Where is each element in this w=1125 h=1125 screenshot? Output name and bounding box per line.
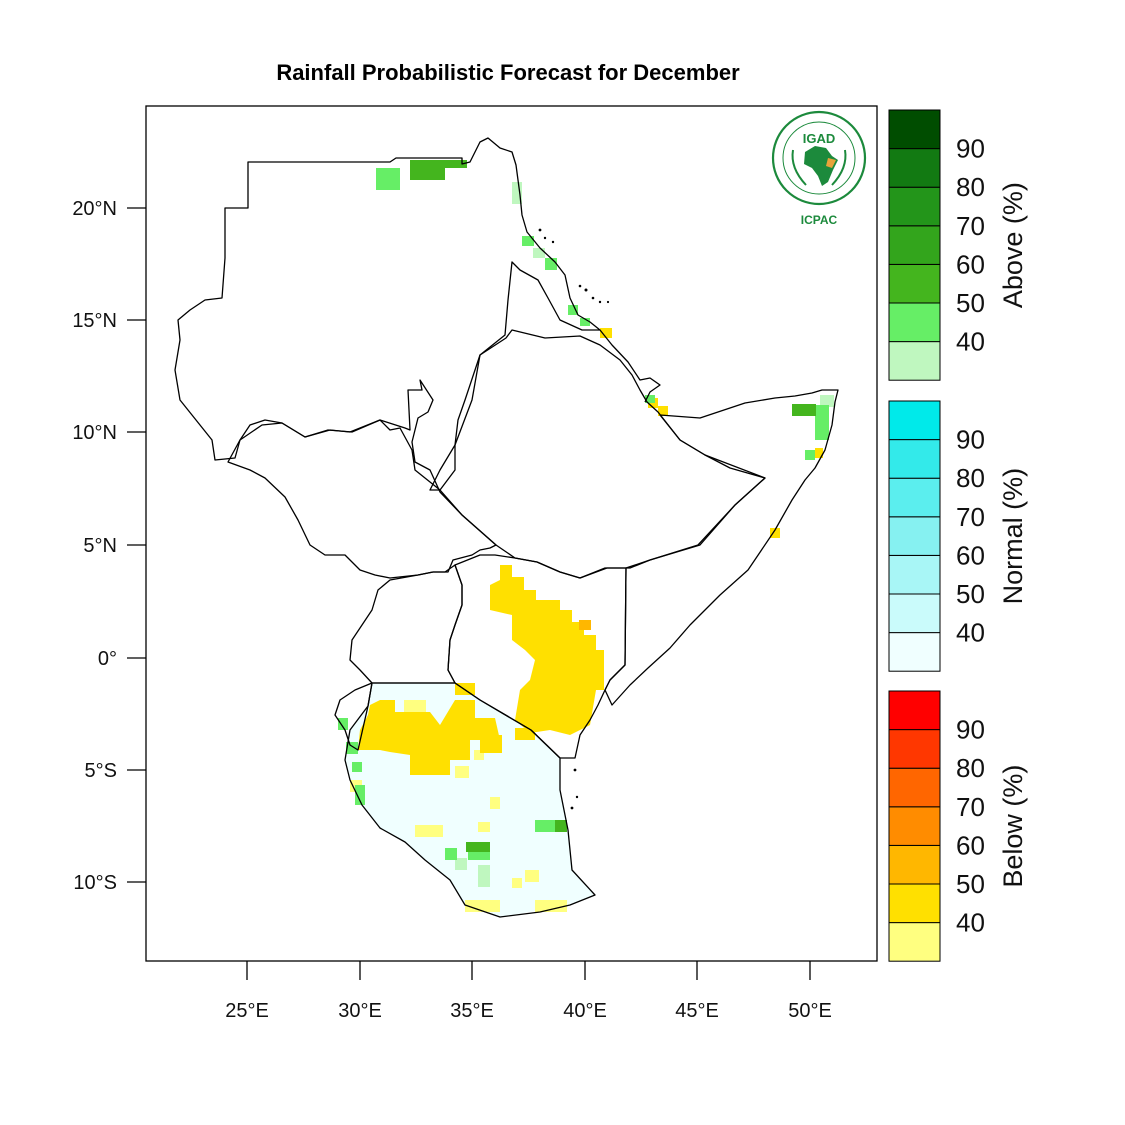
below-colorbar-swatch — [888, 922, 941, 962]
logo-icpac-text: ICPAC — [801, 213, 838, 227]
country-borders — [174, 137, 839, 918]
laurel-right-icon — [831, 149, 847, 186]
lon-ticks — [246, 961, 811, 980]
above-colorbar-title: Above (%) — [998, 182, 1028, 308]
lat-label-5s: 5°S — [85, 760, 117, 782]
normal-colorbar-level: 70 — [956, 502, 985, 532]
logo-igad-text: IGAD — [803, 131, 836, 146]
lat-ticks — [127, 207, 146, 883]
below-colorbar-level: 80 — [956, 753, 985, 783]
above-colorbar-swatch — [888, 186, 941, 227]
below-colorbar-title: Below (%) — [998, 765, 1028, 888]
above-colorbar-swatch — [888, 109, 941, 150]
lon-label-45e: 45°E — [675, 1000, 719, 1022]
below-colorbar-swatch — [888, 883, 941, 924]
below-colorbar-swatch — [888, 690, 941, 731]
above-colorbar-level: 70 — [956, 211, 985, 241]
above-colorbar-level: 80 — [956, 172, 985, 202]
normal-colorbar-level: 80 — [956, 463, 985, 493]
below-colorbar-level: 50 — [956, 869, 985, 899]
lat-label-10s: 10°S — [73, 872, 117, 894]
below-colorbar-level: 60 — [956, 830, 985, 860]
normal-colorbar-title: Normal (%) — [998, 468, 1028, 605]
somalia-outline — [604, 389, 839, 706]
uganda-outline — [349, 564, 463, 684]
below-colorbar-swatch — [888, 844, 941, 885]
above-colorbar-level: 90 — [956, 134, 985, 164]
lon-label-30e: 30°E — [338, 1000, 382, 1022]
south-sudan-outline — [227, 379, 497, 579]
normal-colorbar-swatch — [888, 477, 941, 518]
lat-label-0: 0° — [98, 648, 117, 670]
normal-colorbar-level: 50 — [956, 579, 985, 609]
igad-icpac-logo: IGAD ICPAC — [771, 110, 867, 227]
lon-label-40e: 40°E — [563, 1000, 607, 1022]
above-colorbar-swatch — [888, 302, 941, 343]
horn-highlight-icon — [826, 158, 836, 168]
lat-label-5n: 5°N — [83, 535, 117, 557]
lat-label-10n: 10°N — [72, 422, 117, 444]
lat-label-15n: 15°N — [72, 310, 117, 332]
normal-colorbar-level: 90 — [956, 425, 985, 455]
below-colorbar-level: 40 — [956, 908, 985, 938]
normal-colorbar-level: 40 — [956, 618, 985, 648]
normal-colorbar-swatch — [888, 400, 941, 441]
lon-label-35e: 35°E — [450, 1000, 494, 1022]
normal-colorbar-level: 60 — [956, 540, 985, 570]
below-60-cells — [579, 620, 591, 630]
below-colorbar-level: 90 — [956, 715, 985, 745]
lon-label-50e: 50°E — [788, 1000, 832, 1022]
above-colorbar-swatch — [888, 225, 941, 265]
map-title: Rainfall Probabilistic Forecast for Dece… — [276, 60, 740, 85]
normal-colorbar-swatch — [888, 632, 941, 672]
lat-labels: 20°N 15°N 10°N 5°N 0° 5°S 10°S — [72, 198, 117, 894]
sudan-outline — [174, 137, 601, 491]
above-colorbar-level: 40 — [956, 327, 985, 357]
rwanda-burundi-outline — [334, 682, 373, 751]
above-colorbar-swatch — [888, 263, 941, 304]
normal-colorbar-swatch — [888, 439, 941, 479]
normal-colorbar-swatch — [888, 554, 941, 595]
above-colorbar: 40 50 60 70 80 90 Above (%) — [888, 109, 1028, 381]
lon-label-25e: 25°E — [225, 1000, 269, 1022]
lat-label-20n: 20°N — [72, 198, 117, 220]
below-colorbar: 40 50 60 70 80 90 Below (%) — [888, 690, 1028, 962]
above-colorbar-level: 60 — [956, 249, 985, 279]
normal-colorbar-swatch — [888, 516, 941, 556]
africa-map-icon — [804, 146, 838, 186]
lon-labels: 25°E 30°E 35°E 40°E 45°E 50°E — [225, 1000, 832, 1022]
red-sea-islands — [538, 228, 610, 810]
below-50-cells — [358, 328, 823, 775]
normal-colorbar: 40 50 60 70 80 90 Normal (%) — [888, 400, 1028, 672]
djibouti-eritrea-coast — [599, 329, 661, 403]
below-colorbar-swatch — [888, 806, 941, 846]
normal-colorbar-swatch — [888, 593, 941, 634]
above-colorbar-swatch — [888, 148, 941, 188]
below-colorbar-level: 70 — [956, 792, 985, 822]
laurel-left-icon — [791, 149, 807, 186]
colorbars: 40 50 60 70 80 90 Above (%) 40 50 60 70 80 90 Normal … — [888, 109, 1028, 962]
above-colorbar-swatch — [888, 341, 941, 381]
below-colorbar-swatch — [888, 729, 941, 769]
above-60-cells — [410, 160, 816, 852]
tanzania-outline — [344, 682, 596, 918]
below-colorbar-swatch — [888, 767, 941, 808]
above-colorbar-level: 50 — [956, 288, 985, 318]
